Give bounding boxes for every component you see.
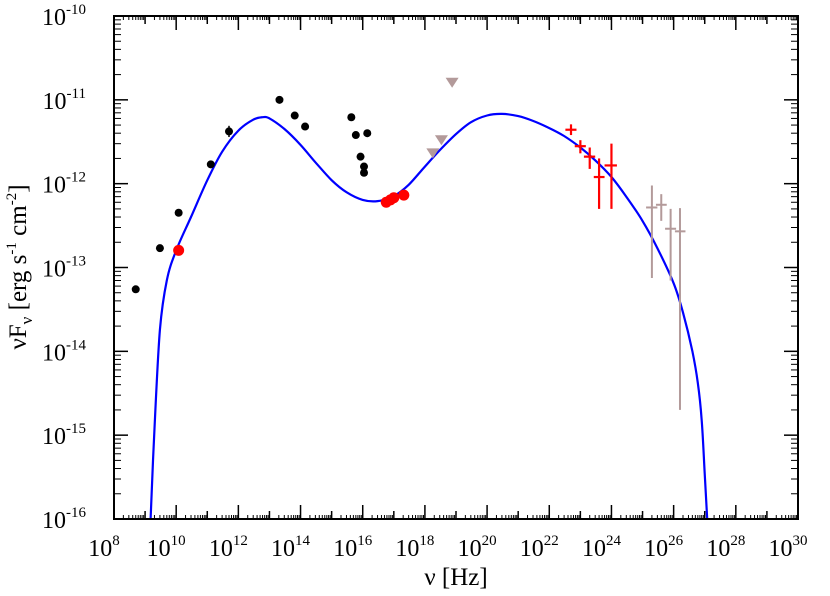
x-tick-label-exp: 12 <box>233 533 248 549</box>
x-tick-label: 108 <box>88 533 120 562</box>
data-points <box>131 77 686 410</box>
y-tick-label-base: 10 <box>42 257 66 283</box>
y-tick-label-exp: -12 <box>66 170 86 186</box>
data-point-black <box>131 285 140 294</box>
x-axis-label-unit: [Hz] <box>436 564 488 591</box>
data-point-black <box>351 131 360 140</box>
data-point-black <box>356 152 365 161</box>
y-tick-label: 10-11 <box>43 86 86 115</box>
x-tick-label-base: 10 <box>706 536 730 562</box>
x-tick-label-exp: 24 <box>606 533 622 549</box>
y-tick-label-base: 10 <box>43 89 67 115</box>
data-point-red <box>388 192 400 204</box>
data-point-black <box>206 160 215 169</box>
x-tick-label-exp: 30 <box>793 533 808 549</box>
data-point-red <box>173 244 185 256</box>
x-tick-label-exp: 26 <box>668 533 684 549</box>
y-tick-label-base: 10 <box>42 173 66 199</box>
x-tick-label: 1020 <box>458 533 497 562</box>
x-tick-label: 1016 <box>333 533 373 562</box>
x-tick-label-base: 10 <box>209 536 233 562</box>
x-tick-label: 1030 <box>769 533 808 562</box>
y-tick-label: 10-16 <box>42 505 86 534</box>
y-tick-label: 10-10 <box>42 2 86 31</box>
y-axis-label-unit-a: [erg s <box>5 255 32 317</box>
x-axis-label: ν [Hz] <box>424 564 487 591</box>
data-point-black <box>301 122 310 131</box>
y-tick-label-base: 10 <box>42 5 66 31</box>
data-point-black <box>363 129 372 138</box>
x-tick-label-base: 10 <box>769 536 793 562</box>
y-axis-label-unit-c: ] <box>5 184 32 192</box>
data-point-black <box>290 111 299 120</box>
x-tick-label-base: 10 <box>333 536 357 562</box>
y-tick-label-exp: -16 <box>66 505 86 521</box>
upper-limit-marker <box>445 77 459 88</box>
x-tick-label: 1012 <box>209 533 248 562</box>
x-tick-label-exp: 10 <box>171 533 186 549</box>
x-tick-label-base: 10 <box>395 536 419 562</box>
data-point-red <box>398 189 410 201</box>
x-tick-label: 1014 <box>271 533 311 562</box>
x-tick-label-base: 10 <box>271 536 295 562</box>
upper-limit-marker <box>426 148 440 159</box>
y-tick-label: 10-13 <box>42 254 86 283</box>
y-tick-label-base: 10 <box>42 424 66 450</box>
x-tick-label: 1018 <box>395 533 434 562</box>
x-tick-label-exp: 16 <box>357 533 373 549</box>
y-axis-label-exp-b: -2 <box>4 193 20 206</box>
x-tick-label-exp: 20 <box>482 533 497 549</box>
x-tick-label-exp: 18 <box>419 533 434 549</box>
y-tick-label-base: 10 <box>42 340 66 366</box>
x-tick-label-base: 10 <box>147 536 171 562</box>
upper-limit-marker <box>434 135 448 146</box>
x-tick-label: 1022 <box>520 533 559 562</box>
tick-labels: 108 1010 1012 1014 1016 1018 1020 1022 1024 1026 1… <box>42 2 808 562</box>
x-axis-label-symbol: ν <box>424 564 435 591</box>
y-tick-label-base: 10 <box>42 508 66 534</box>
y-tick-label: 10-14 <box>42 337 86 366</box>
y-tick-label: 10-12 <box>42 170 86 199</box>
x-tick-label: 1024 <box>582 533 622 562</box>
data-point-black <box>174 208 183 217</box>
x-tick-label-base: 10 <box>520 536 544 562</box>
plot-frame <box>113 15 799 520</box>
y-tick-label-exp: -10 <box>66 2 86 18</box>
data-point-black <box>360 162 369 171</box>
model-curve-line <box>149 112 709 519</box>
y-axis-label-unit-b: cm <box>5 205 32 242</box>
x-tick-label: 1026 <box>644 533 684 562</box>
x-tick-label-base: 10 <box>644 536 668 562</box>
x-tick-label-base: 10 <box>458 536 482 562</box>
y-tick-label-exp: -11 <box>67 86 86 102</box>
model-curve <box>149 112 709 519</box>
data-point-black <box>155 244 164 253</box>
y-tick-label: 10-15 <box>42 421 86 450</box>
y-tick-label-exp: -15 <box>66 421 86 437</box>
data-point-black <box>275 95 284 104</box>
x-tick-label-exp: 14 <box>295 533 311 549</box>
x-tick-label-base: 10 <box>88 536 112 562</box>
data-point-black <box>347 113 356 122</box>
y-axis-label-subscript: ν <box>17 316 36 324</box>
data-point-black <box>360 168 369 177</box>
x-tick-label-exp: 28 <box>730 533 745 549</box>
y-tick-label-exp: -14 <box>66 337 86 353</box>
y-axis-label-exp-a: -1 <box>4 242 20 255</box>
y-axis-label: νFν [erg s-1 cm-2] <box>4 184 36 349</box>
y-tick-label-exp: -13 <box>66 254 86 270</box>
data-point-black <box>225 127 234 136</box>
y-axis-label-symbol: νF <box>5 324 32 349</box>
x-tick-label-exp: 8 <box>112 533 120 549</box>
x-tick-label: 1028 <box>706 533 745 562</box>
x-tick-label: 1010 <box>147 533 186 562</box>
x-tick-label-exp: 22 <box>544 533 559 549</box>
x-tick-label-base: 10 <box>582 536 606 562</box>
